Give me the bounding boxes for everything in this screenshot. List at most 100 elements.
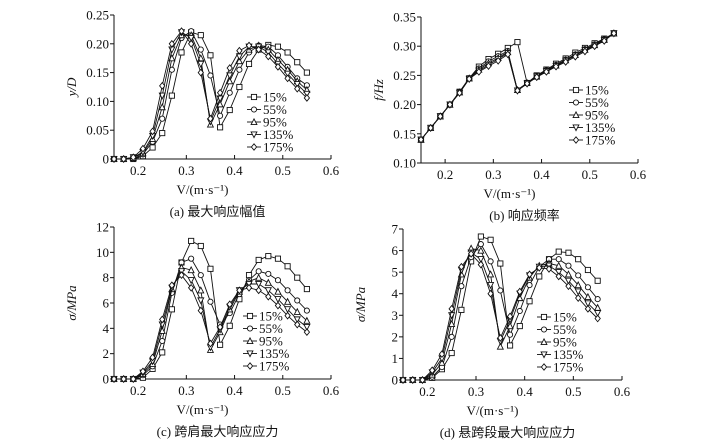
data-point: [120, 155, 127, 163]
data-point: [429, 366, 436, 375]
data-point: [486, 282, 495, 290]
series-175%: [417, 29, 618, 144]
legend-marker-icon: [572, 99, 580, 106]
data-point: [438, 350, 446, 359]
data-point: [574, 288, 582, 296]
legend-marker-icon: [246, 312, 254, 320]
legend-marker-icon: [246, 325, 254, 332]
x-axis-label: V/(m·s⁻¹): [467, 403, 519, 418]
data-point: [581, 47, 589, 56]
y-tick-label: 0.05: [86, 123, 109, 138]
y-tick-label: 4: [392, 286, 399, 301]
y-tick-label: 10: [96, 245, 109, 260]
legend-marker-icon: [250, 106, 258, 113]
panel-caption: (b) 响应频率: [489, 208, 559, 223]
legend-label: 15%: [553, 310, 577, 325]
data-point: [187, 265, 195, 274]
y-tick-label: 1: [392, 351, 399, 366]
data-point: [545, 264, 553, 273]
data-point: [188, 237, 195, 244]
x-tick-label: 0.5: [275, 383, 291, 398]
data-point: [207, 52, 214, 59]
data-point: [197, 60, 205, 69]
y-tick-label: 0.20: [393, 97, 416, 112]
data-point: [274, 255, 282, 262]
data-point: [226, 322, 233, 329]
data-point: [409, 376, 416, 384]
data-point: [564, 277, 573, 285]
x-axis-label: V/(m·s⁻¹): [177, 402, 229, 417]
data-point: [504, 50, 511, 59]
data-point: [536, 273, 543, 280]
data-point: [110, 375, 118, 383]
x-tick-label: 0.5: [565, 384, 581, 399]
y-tick-label: 0.25: [393, 68, 416, 83]
data-point: [178, 49, 185, 56]
data-point: [458, 262, 465, 271]
chart-panel-2: 0 2 4 6 8 10 12 0.2 0.3 0.4 0.5 0.6 σ/MPa V/(m·s⁻¹) (c…: [64, 220, 340, 440]
legend-label: 135%: [553, 347, 584, 362]
data-point: [575, 272, 582, 279]
y-axis-label: y/D: [64, 77, 79, 98]
data-point: [197, 242, 204, 250]
y-tick-label: 2: [103, 346, 110, 361]
y-tick-label: 6: [392, 243, 399, 258]
data-point: [283, 306, 292, 314]
data-point: [217, 341, 224, 348]
data-point: [303, 69, 310, 76]
y-tick-label: 3: [392, 308, 399, 323]
data-point: [497, 334, 504, 342]
data-point: [575, 294, 582, 302]
legend-label: 15%: [585, 83, 609, 98]
y-tick-label: 0.10: [86, 94, 109, 109]
data-point: [226, 89, 233, 96]
data-point: [284, 287, 291, 294]
data-point: [226, 77, 234, 85]
legend-marker-icon: [250, 93, 258, 101]
data-point: [216, 323, 224, 331]
data-point: [235, 56, 244, 65]
data-point: [187, 283, 195, 292]
data-point: [494, 56, 502, 65]
data-point: [159, 130, 166, 137]
data-point: [555, 272, 562, 281]
legend-label: 175%: [263, 140, 294, 155]
legend-marker-icon: [246, 336, 254, 345]
data-point: [507, 342, 514, 349]
legend-item: 15%: [243, 309, 283, 324]
data-point: [448, 304, 455, 313]
data-point: [574, 280, 582, 289]
legend-label: 95%: [259, 334, 283, 349]
legend-item: 55%: [537, 322, 577, 337]
y-tick-label: 0.25: [86, 8, 109, 23]
data-point: [294, 84, 301, 93]
data-point: [477, 241, 484, 248]
legend-item: 135%: [537, 347, 584, 362]
data-point: [584, 266, 591, 274]
data-point: [477, 256, 485, 264]
data-point: [120, 375, 127, 383]
data-point: [245, 272, 253, 279]
x-tick-label: 0.6: [323, 163, 340, 178]
data-point: [419, 376, 426, 384]
data-point: [294, 320, 301, 329]
y-tick-label: 0.35: [393, 10, 416, 25]
data-point: [168, 306, 175, 313]
data-point: [303, 307, 310, 314]
y-tick-label: 4: [103, 321, 110, 336]
data-point: [293, 316, 301, 324]
x-tick-label: 0.4: [533, 167, 550, 182]
x-tick-label: 0.2: [130, 383, 146, 398]
data-point: [564, 270, 573, 278]
data-point: [187, 39, 195, 48]
legend-item: 135%: [247, 127, 294, 142]
panel-caption: (a) 最大响应幅值: [170, 204, 266, 219]
data-point: [207, 72, 214, 79]
data-point: [226, 72, 234, 80]
x-tick-label: 0.5: [582, 167, 598, 182]
data-point: [168, 92, 175, 99]
legend-label: 175%: [553, 360, 584, 375]
data-point: [507, 331, 514, 338]
legend-item: 135%: [243, 346, 290, 361]
x-tick-label: 0.3: [178, 383, 194, 398]
